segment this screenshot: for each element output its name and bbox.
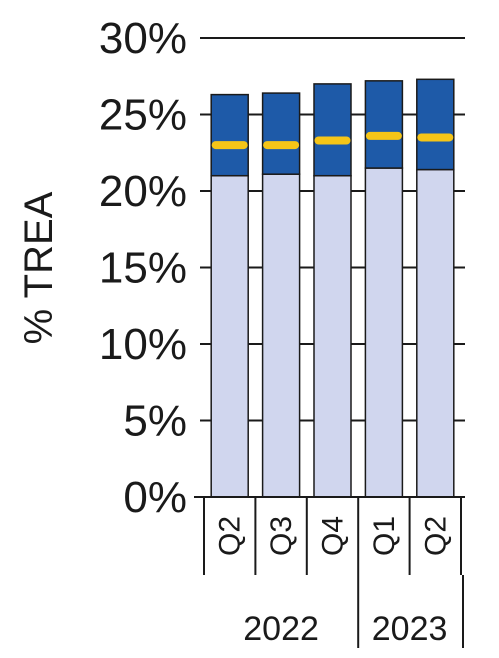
y-tick-labels: 0% 5% 10% 15% 20% 25% 30% — [99, 14, 187, 522]
bars — [210, 78, 455, 498]
x-tick-label: Q4 — [317, 516, 350, 556]
x-tick-label: Q3 — [265, 516, 298, 556]
y-tick-label: 10% — [99, 320, 187, 369]
y-tick-label: 30% — [99, 14, 187, 63]
bar-segment-lower — [416, 168, 455, 498]
bar-segment-upper — [261, 92, 301, 175]
bar-segment-upper — [416, 78, 455, 171]
bar-segment-lower — [313, 174, 352, 498]
x-tick-label: Q1 — [368, 516, 401, 556]
y-tick-label: 20% — [99, 167, 187, 216]
y-axis-label: % TREA — [17, 191, 61, 344]
bar-segment-upper — [210, 93, 249, 177]
markers — [211, 131, 454, 150]
bar-segment-lower — [261, 173, 301, 498]
y-tick-label: 15% — [99, 244, 187, 293]
bar-segment-lower — [210, 174, 249, 498]
x-tick-label: Q2 — [419, 516, 452, 556]
x-tick-label: Q2 — [214, 516, 247, 556]
y-tick-label: 5% — [123, 397, 187, 446]
y-tick-label: 0% — [123, 473, 187, 522]
y-tick-label: 25% — [99, 91, 187, 140]
bar-segment-upper — [313, 83, 352, 177]
year-label: 2022 — [243, 610, 319, 648]
bar-segment-upper — [364, 80, 404, 169]
x-axis: Q2 Q3 Q4 Q1 Q2 2022 2023 — [194, 496, 465, 648]
bar-segment-lower — [364, 167, 404, 498]
year-label: 2023 — [372, 610, 448, 648]
